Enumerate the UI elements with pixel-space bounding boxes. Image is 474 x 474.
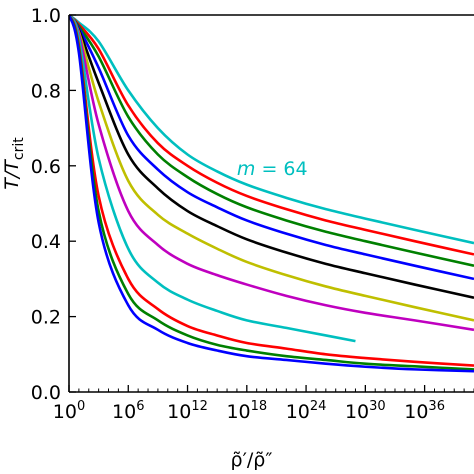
x-axis-label: ρ̃′/ρ̃″ <box>231 449 273 471</box>
y-axis-label: T/Tcrit <box>1 137 27 190</box>
y-tick-label: 0.6 <box>31 156 61 178</box>
y-tick-label: 0.4 <box>31 231 61 253</box>
ticks-layer: 0.0 0.2 0.4 0.6 0.8 1.0 100 106 1012 1018 1024 1030… <box>31 5 474 423</box>
x-tick-label: 106 <box>112 399 144 423</box>
y-tick-label: 0.8 <box>31 80 61 102</box>
series-line-8 <box>69 15 356 343</box>
x-tick-label: 1030 <box>345 399 386 423</box>
x-tick-label: 100 <box>53 399 85 423</box>
x-tick-label: 1018 <box>226 399 267 423</box>
series-line-3 <box>69 15 474 267</box>
x-tick-label: 1024 <box>286 399 327 423</box>
y-tick-label: 0.2 <box>31 307 61 329</box>
curve-annotation: m = 64 <box>237 158 308 180</box>
series-line-7 <box>69 15 474 332</box>
series-line-5 <box>69 15 474 300</box>
series-line-4 <box>69 15 474 281</box>
series-line-1 <box>69 15 474 245</box>
x-tick-label: 1036 <box>404 399 445 423</box>
series-line-6 <box>69 15 474 322</box>
y-tick-label: 0.0 <box>31 382 61 404</box>
axes-layer <box>68 14 474 393</box>
series-line-11 <box>69 15 474 373</box>
x-tick-label: 1012 <box>167 399 208 423</box>
y-tick-label: 1.0 <box>31 5 61 27</box>
series-line-9 <box>69 15 474 367</box>
series-line-2 <box>69 15 474 256</box>
series-layer <box>69 15 474 373</box>
